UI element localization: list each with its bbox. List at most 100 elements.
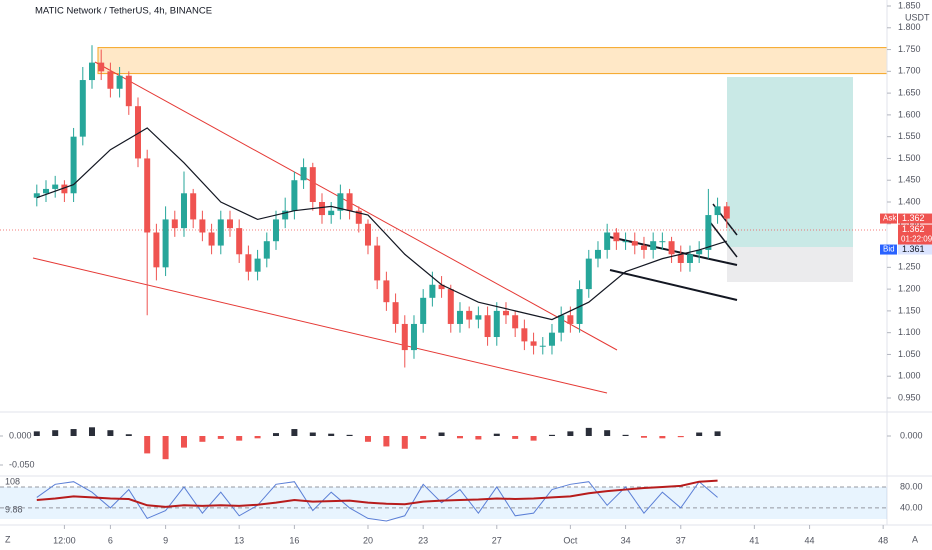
hist-bar — [291, 429, 298, 436]
hist-bar — [622, 434, 629, 436]
hist-tick-label: 0.000 — [900, 430, 923, 440]
ask-label: Ask — [883, 214, 897, 223]
candle-body — [355, 210, 362, 224]
drawings — [0, 47, 888, 394]
candle-body — [42, 188, 49, 194]
candle-body — [236, 228, 243, 255]
candle-body — [530, 341, 537, 346]
bid-value: 1.361 — [902, 244, 925, 254]
candle-body — [696, 249, 703, 255]
hist-bar — [144, 436, 151, 454]
x-tick-label: 27 — [492, 535, 502, 545]
hist-bar — [33, 431, 40, 436]
y-tick-label: 1.500 — [898, 153, 921, 163]
candle-body — [190, 193, 197, 220]
candle-body — [116, 75, 123, 89]
trendline — [94, 61, 618, 351]
moving-average — [36, 127, 727, 321]
oscillator-label: 9.88 — [5, 504, 23, 514]
hist-bar — [88, 427, 95, 436]
x-tick-label: 16 — [289, 535, 299, 545]
y-tick-label: 1.550 — [898, 131, 921, 141]
hist-bar — [512, 436, 519, 439]
hist-bar — [696, 432, 703, 436]
candle-body — [705, 215, 712, 250]
oscillator-label: 108 — [5, 476, 20, 486]
hist-bar — [677, 436, 684, 438]
y-tick-label: 1.650 — [898, 87, 921, 97]
candle-body — [208, 232, 215, 246]
candle-body — [594, 249, 601, 259]
candle-body — [438, 284, 445, 290]
hist-bar — [346, 434, 353, 436]
candle-body — [263, 241, 270, 259]
candle-body — [162, 219, 169, 268]
y-tick-label: 1.400 — [898, 196, 921, 206]
candle-body — [429, 284, 436, 298]
candle-body — [512, 315, 519, 329]
hist-bar — [456, 436, 463, 439]
candle-body — [686, 254, 693, 263]
axis-unit: USDT — [905, 12, 930, 22]
hist-bar — [475, 436, 482, 440]
countdown: 01:22:09 — [901, 235, 932, 244]
supply-zone — [97, 47, 888, 75]
x-tick-label: 9 — [163, 535, 168, 545]
hist-bar — [162, 436, 169, 460]
y-tick-label: 1.850 — [898, 0, 921, 10]
x-tick-label: 12:00 — [53, 535, 76, 545]
candle-body — [475, 315, 482, 320]
candle-body — [272, 219, 279, 242]
candle-body — [410, 323, 417, 351]
candle-body — [640, 245, 647, 250]
candle-body — [134, 106, 141, 159]
hist-tick-label: 0.000 — [9, 430, 32, 440]
x-tick-label: 37 — [676, 535, 686, 545]
candle-body — [364, 223, 371, 246]
x-tick-label: Oct — [563, 535, 578, 545]
y-tick-label: 1.250 — [898, 262, 921, 272]
x-tick-label: 48 — [878, 535, 888, 545]
y-tick-label: 1.750 — [898, 44, 921, 54]
hist-bar — [548, 434, 555, 436]
candle-body — [107, 71, 114, 89]
hist-bar — [180, 436, 187, 448]
candle-body — [622, 241, 629, 243]
candle-body — [171, 219, 178, 229]
corner-right: A — [912, 534, 918, 544]
bid-box — [898, 244, 932, 255]
candle-body — [539, 345, 546, 347]
osc-tick-label: 80.00 — [900, 481, 923, 491]
candle-body — [144, 158, 151, 233]
ask-tag — [880, 213, 897, 224]
candle-body — [98, 62, 105, 72]
candle-body — [420, 297, 427, 324]
candle-body — [714, 206, 721, 216]
candle-body — [677, 254, 684, 263]
candle-body — [226, 219, 233, 229]
y-tick-label: 0.950 — [898, 392, 921, 402]
ask-value: 1.362 — [902, 213, 925, 223]
hist-tick-label: -0.050 — [9, 459, 35, 469]
osc-tick-label: 40.00 — [900, 502, 923, 512]
candle-body — [668, 241, 675, 255]
last-box — [898, 224, 932, 245]
candle-body — [723, 206, 730, 219]
hist-bar — [604, 430, 611, 436]
hist-bar — [364, 436, 371, 442]
hist-bar — [530, 436, 537, 441]
candle-body — [328, 210, 335, 216]
candle-body — [493, 310, 500, 338]
candle-body — [548, 332, 555, 346]
candle-body — [401, 323, 408, 351]
candle-body — [125, 75, 132, 107]
osc-line — [36, 479, 718, 508]
hist-bar — [328, 433, 335, 436]
y-tick-label: 1.100 — [898, 327, 921, 337]
hist-bar — [659, 436, 666, 439]
candle-body — [337, 193, 344, 211]
candle-body — [180, 193, 187, 229]
candle-body — [521, 328, 528, 342]
